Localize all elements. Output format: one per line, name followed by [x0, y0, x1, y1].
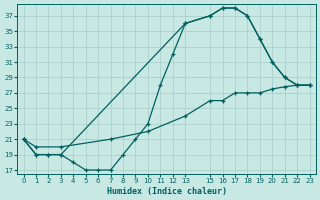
X-axis label: Humidex (Indice chaleur): Humidex (Indice chaleur): [107, 187, 227, 196]
